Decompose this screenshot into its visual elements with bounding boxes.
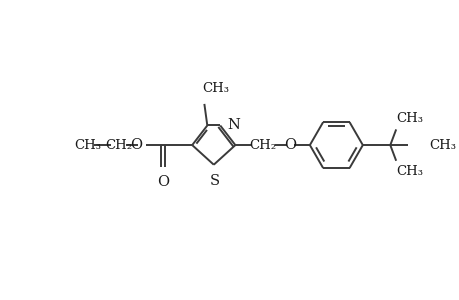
Text: CH₃: CH₃: [396, 112, 422, 125]
Text: N: N: [227, 118, 240, 131]
Text: CH₃: CH₃: [202, 82, 229, 95]
Text: CH₃: CH₃: [73, 139, 101, 152]
Text: CH₂: CH₂: [105, 139, 132, 152]
Text: O: O: [130, 138, 142, 152]
Text: O: O: [284, 138, 296, 152]
Text: CH₃: CH₃: [429, 139, 455, 152]
Text: CH₃: CH₃: [396, 165, 422, 178]
Text: S: S: [209, 173, 219, 188]
Text: CH₂: CH₂: [249, 139, 276, 152]
Text: O: O: [157, 176, 168, 190]
